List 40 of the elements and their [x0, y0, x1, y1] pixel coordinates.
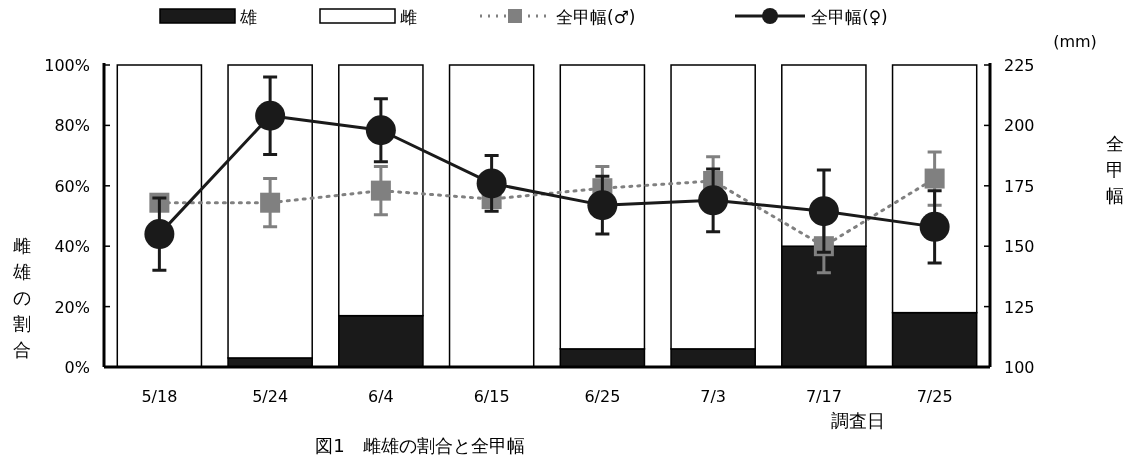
legend-label: 全甲幅(♂) [556, 7, 636, 27]
y2-tick-label: 150 [1004, 237, 1035, 257]
point [476, 168, 507, 199]
x-tick-label: 6/15 [473, 387, 510, 406]
y2-tick-label: 125 [1004, 297, 1035, 317]
x-tick-label: 5/24 [252, 387, 289, 406]
text: (mm) [1053, 32, 1097, 51]
y2-tick-label: 200 [1004, 116, 1035, 136]
x-tick-label: 7/17 [805, 387, 842, 406]
x-tick-label: 7/25 [916, 387, 953, 406]
y-tick-label: 80% [54, 116, 90, 136]
y-tick-label: 0% [64, 358, 90, 377]
point [698, 185, 729, 216]
point [260, 192, 281, 213]
x-tick-label: 6/25 [584, 387, 621, 406]
y-tick-label: 20% [54, 297, 90, 317]
y2-tick-label: 225 [1004, 56, 1035, 75]
point [365, 115, 396, 146]
x-tick-label: 5/18 [141, 387, 178, 406]
caption: 図1 雌雄の割合と全甲幅 [315, 435, 525, 456]
y-tick-label: 60% [54, 176, 90, 196]
legend-label: 雌 [400, 7, 417, 27]
x-tick-label: 7/3 [700, 387, 726, 406]
point [370, 180, 391, 201]
y2-tick-label: 175 [1004, 176, 1035, 196]
y-axis-title: 雌雄の割合 [12, 235, 31, 360]
y2-tick-label: 100 [1004, 358, 1035, 377]
point [924, 168, 945, 189]
y-tick-label: 100% [44, 56, 90, 75]
x-axis-title: 調査日 [831, 410, 885, 431]
legend-label: 雄 [239, 7, 257, 27]
legend-label: 全甲幅(♀) [811, 7, 888, 27]
point [919, 211, 950, 242]
y2-axis-title: 全甲幅 [1106, 133, 1124, 206]
point [255, 100, 286, 131]
y-tick-label: 40% [54, 237, 90, 257]
x-tick-label: 6/4 [368, 387, 394, 406]
point [144, 219, 175, 250]
point [587, 190, 618, 221]
point [808, 196, 839, 227]
